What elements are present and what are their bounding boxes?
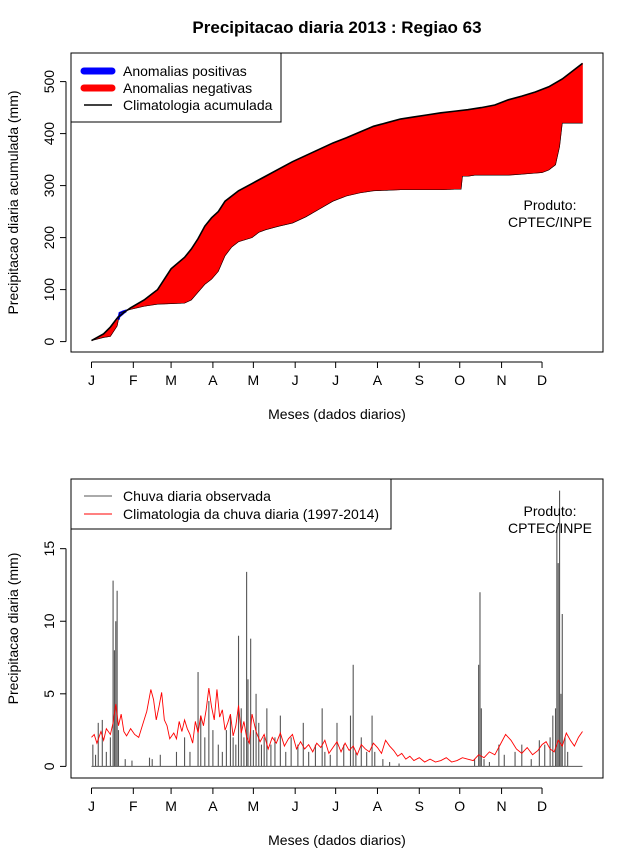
climatology-cumulative-line — [91, 62, 583, 342]
y-tick-label: 100 — [41, 278, 57, 302]
axes: J F M A M J J A S O N D 0 100 200 300 400 500 — [41, 70, 547, 388]
climatology-layer — [91, 687, 583, 763]
legend-label-positive: Anomalias positivas — [123, 63, 247, 79]
observed-cumulative-line — [91, 122, 583, 341]
figure-title: Precipitacao diaria 2013 : Regiao 63 — [192, 18, 481, 37]
product-label: Produto: — [524, 503, 577, 519]
x-tick-label: J — [292, 798, 299, 814]
x-tick-label: J — [332, 798, 339, 814]
x-tick-label: S — [415, 372, 424, 388]
axes: J F M A M J J A S O N D 0 5 10 15 — [41, 541, 547, 814]
plot-frame — [70, 52, 604, 353]
y-tick-label: 10 — [41, 613, 57, 629]
x-tick-label: F — [129, 372, 138, 388]
x-tick-label: J — [292, 372, 299, 388]
y-tick-label: 5 — [41, 690, 57, 698]
legend-label-observed: Chuva diaria observada — [123, 488, 271, 504]
x-tick-label: F — [129, 798, 138, 814]
y-tick-label: 0 — [41, 337, 57, 345]
x-tick-label: J — [88, 798, 95, 814]
y-tick-label: 400 — [41, 122, 57, 146]
y-tick-label: 15 — [41, 541, 57, 557]
x-tick-label: N — [497, 798, 507, 814]
y-tick-label: 500 — [41, 70, 57, 94]
daily-chart: J F M A M J J A S O N D 0 5 10 15 Precipitacao diaria (… — [5, 478, 604, 848]
legend: Anomalias positivas Anomalias negativas … — [70, 52, 282, 123]
legend-label-climatology: Climatologia da chuva diaria (1997-2014) — [123, 506, 379, 522]
x-tick-label: A — [373, 372, 383, 388]
y-tick-label: 300 — [41, 174, 57, 198]
series-lines-layer — [91, 62, 583, 342]
y-tick-label: 200 — [41, 226, 57, 250]
legend-box — [70, 478, 392, 530]
climatology-daily-line — [91, 687, 583, 763]
y-axis-label: Precipitacao diaria acumulada (mm) — [5, 90, 21, 314]
product-source: CPTEC/INPE — [508, 520, 592, 536]
observed-bars-layer — [91, 490, 583, 767]
x-tick-label: D — [537, 798, 547, 814]
product-label: Produto: — [524, 197, 577, 213]
x-axis-label: Meses (dados diarios) — [268, 832, 406, 848]
x-tick-label: N — [497, 372, 507, 388]
x-tick-label: M — [248, 798, 260, 814]
x-tick-label: S — [415, 798, 424, 814]
x-axis-label: Meses (dados diarios) — [268, 406, 406, 422]
y-axis-label: Precipitacao diaria (mm) — [5, 553, 21, 705]
product-source: CPTEC/INPE — [508, 214, 592, 230]
x-tick-label: O — [454, 798, 465, 814]
x-tick-label: M — [165, 372, 177, 388]
x-tick-label: M — [248, 372, 260, 388]
x-tick-label: M — [165, 798, 177, 814]
legend: Chuva diaria observada Climatologia da c… — [70, 478, 392, 530]
x-tick-label: J — [332, 372, 339, 388]
legend-label-negative: Anomalias negativas — [123, 80, 252, 96]
x-tick-label: A — [208, 798, 218, 814]
x-tick-label: O — [454, 372, 465, 388]
y-tick-label: 0 — [41, 762, 57, 770]
x-tick-label: A — [208, 372, 218, 388]
legend-label-climatology: Climatologia acumulada — [123, 97, 273, 113]
x-tick-label: J — [88, 372, 95, 388]
x-tick-label: A — [373, 798, 383, 814]
x-tick-label: D — [537, 372, 547, 388]
cumulative-chart: J F M A M J J A S O N D 0 100 200 300 400 500 Precipitaca… — [5, 52, 604, 422]
